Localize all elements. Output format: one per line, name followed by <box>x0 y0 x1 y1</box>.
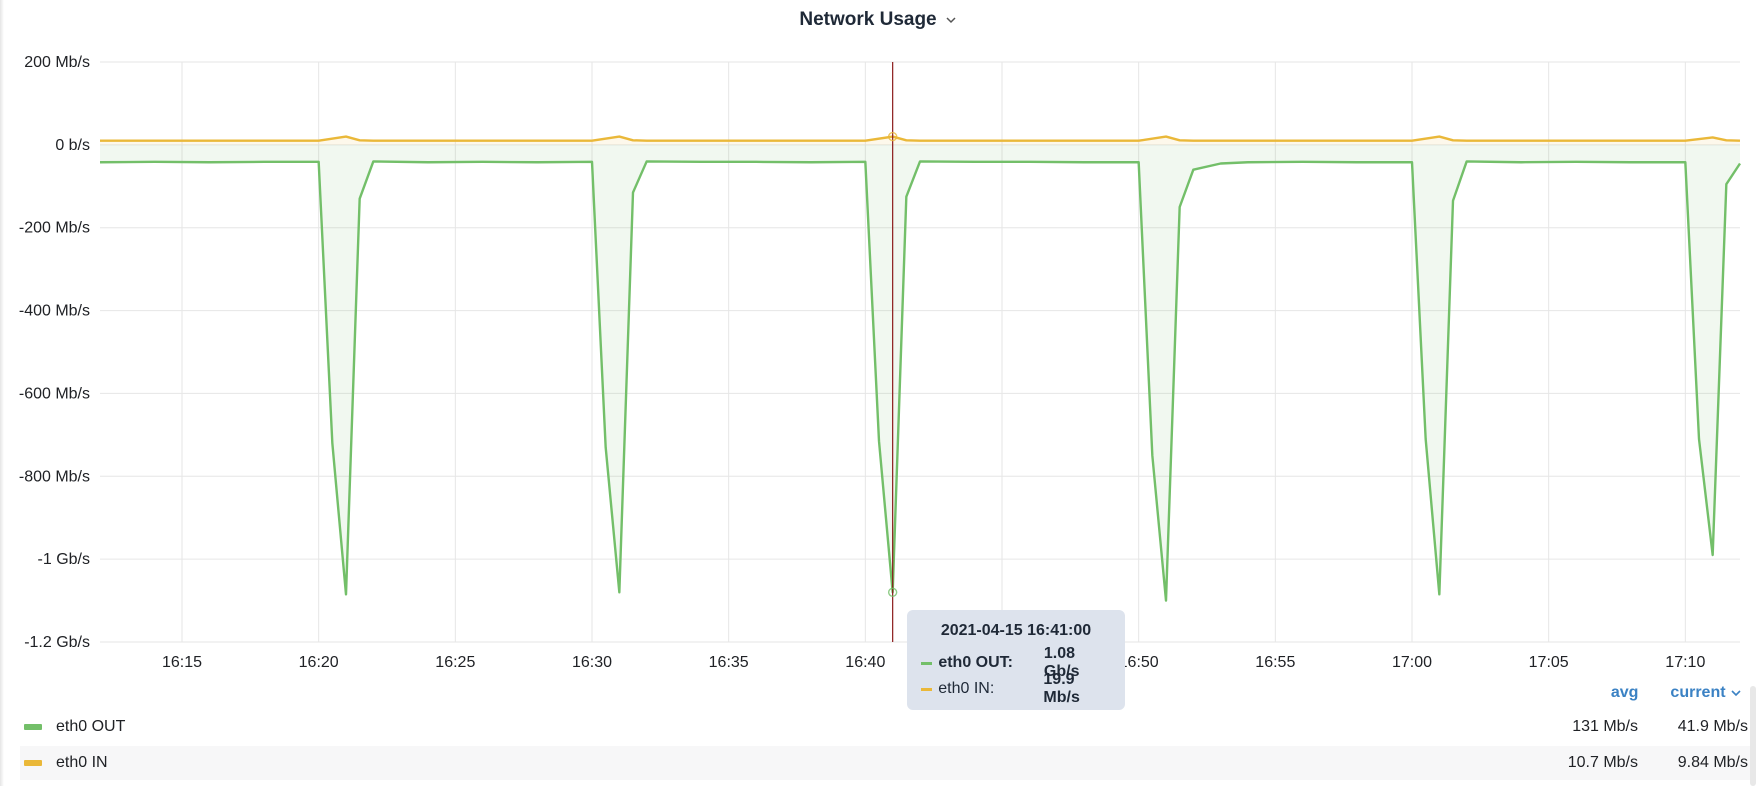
legend-swatch-eth0-in[interactable] <box>24 760 42 766</box>
tooltip-swatch-eth0-out <box>921 661 933 665</box>
x-tick-label: 17:10 <box>1665 654 1705 671</box>
y-tick-label: 200 Mb/s <box>24 54 90 71</box>
legend-series-name[interactable]: eth0 OUT <box>56 718 126 735</box>
legend-header: avg current <box>1611 684 1742 702</box>
x-tick-label: 16:55 <box>1255 654 1295 671</box>
x-tick-label: 16:50 <box>1119 654 1159 671</box>
panel-edge-shade <box>0 0 4 786</box>
tooltip-time: 2021-04-15 16:41:00 <box>940 622 1092 639</box>
legend-avg-value: 131 Mb/s <box>1572 718 1638 735</box>
panel-header: Network Usage <box>0 0 1756 40</box>
hover-point-marker <box>887 587 898 597</box>
tooltip-swatch-eth0-in <box>921 687 933 691</box>
legend-scrollbar[interactable] <box>1750 686 1756 786</box>
legend-item-eth0-in[interactable]: eth0 IN 10.7 Mb/s 9.84 Mb/s <box>20 746 1750 780</box>
panel-title: Network Usage <box>799 9 937 30</box>
tooltip-series-name: eth0 IN: <box>938 680 995 697</box>
x-tick-label: 16:15 <box>162 654 202 671</box>
legend-sort-current[interactable]: current <box>1670 684 1742 702</box>
series-area-eth0-out <box>100 144 1740 601</box>
y-tick-label: -1.2 Gb/s <box>24 634 90 651</box>
network-usage-chart[interactable]: 200 Mb/s 0 b/s -200 Mb/s -400 Mb/s -600 Mb/s… <box>0 0 1756 680</box>
legend-series-name[interactable]: eth0 IN <box>56 754 108 771</box>
x-tick-label: 17:00 <box>1392 654 1432 671</box>
legend-current-value: 41.9 Mb/s <box>1677 718 1748 735</box>
y-tick-label: -600 Mb/s <box>19 385 90 402</box>
y-tick-label: -1 Gb/s <box>38 551 90 568</box>
hover-point-marker <box>887 131 898 142</box>
legend-item-eth0-out[interactable]: eth0 OUT 131 Mb/s 41.9 Mb/s <box>20 710 1750 744</box>
chevron-down-icon <box>1731 690 1741 696</box>
y-tick-label: -800 Mb/s <box>19 468 90 485</box>
tooltip-row-eth0-in: eth0 IN: 19.9 Mb/s <box>921 671 1111 706</box>
series-line-eth0-out <box>99 160 1742 602</box>
legend-current-value: 9.84 Mb/s <box>1677 754 1748 771</box>
tooltip-row-eth0-out: eth0 OUT: 1.08 Gb/s <box>921 645 1111 680</box>
tooltip-series-name: eth0 OUT: <box>938 654 1013 671</box>
x-tick-label: 16:25 <box>435 654 475 671</box>
legend-avg-value: 10.7 Mb/s <box>1567 754 1638 771</box>
tooltip-series-value: 1.08 Gb/s <box>1043 645 1080 680</box>
legend-current-label: current <box>1670 684 1726 701</box>
x-tick-label: 16:30 <box>572 654 612 671</box>
tooltip-series-value: 19.9 Mb/s <box>1043 671 1080 706</box>
x-tick-label: 17:05 <box>1529 654 1569 671</box>
x-tick-label: 16:35 <box>709 654 749 671</box>
hover-tooltip: 2021-04-15 16:41:00 eth0 OUT: 1.08 Gb/s … <box>907 610 1125 710</box>
y-tick-label: 0 b/s <box>55 137 90 154</box>
legend-sort-avg[interactable]: avg <box>1610 684 1639 701</box>
x-tick-label: 16:20 <box>299 654 339 671</box>
legend-swatch-eth0-out[interactable] <box>24 724 42 730</box>
panel-title-menu[interactable]: Network Usage <box>799 9 956 31</box>
series-line-eth0-in <box>100 135 1741 142</box>
x-tick-label: 16:40 <box>845 654 885 671</box>
y-tick-label: -200 Mb/s <box>19 220 90 237</box>
y-tick-label: -400 Mb/s <box>19 303 90 320</box>
chevron-down-icon <box>946 17 956 24</box>
